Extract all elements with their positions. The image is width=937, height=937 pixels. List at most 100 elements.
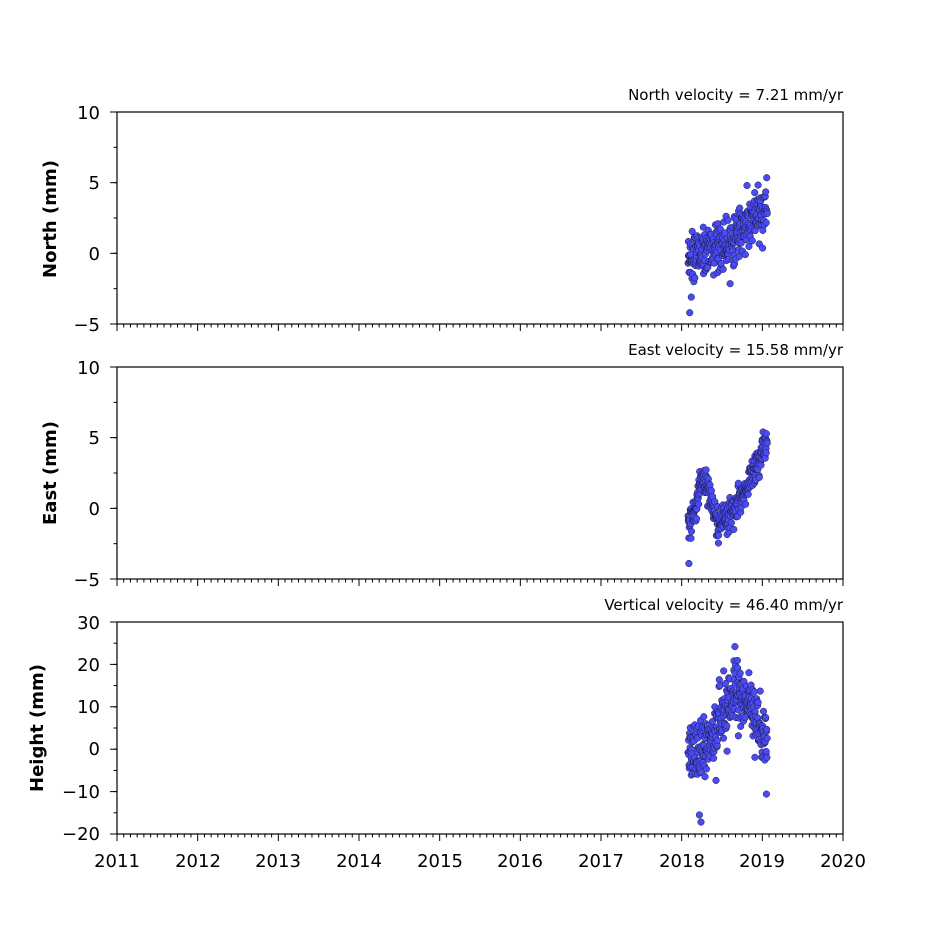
- xtick-label: 2017: [578, 851, 624, 872]
- data-point: [734, 732, 742, 740]
- data-point: [751, 753, 759, 761]
- east-y-axis-label: East (mm): [40, 421, 61, 525]
- data-point: [754, 698, 762, 706]
- height-data-points: [684, 643, 771, 826]
- data-point: [742, 500, 750, 508]
- data-point: [744, 490, 752, 498]
- data-point: [721, 680, 729, 688]
- data-point: [687, 293, 695, 301]
- xtick-label: 2014: [336, 851, 382, 872]
- data-point: [762, 790, 770, 798]
- data-point: [762, 747, 770, 756]
- data-point: [697, 768, 705, 776]
- height-ytick-label: −10: [62, 782, 100, 803]
- data-point: [701, 773, 709, 781]
- xtick-label: 2018: [659, 851, 705, 872]
- data-point: [763, 174, 771, 182]
- data-point: [763, 725, 771, 733]
- data-point: [713, 736, 721, 744]
- data-point: [706, 481, 714, 489]
- data-point: [702, 466, 710, 474]
- north-ytick-label: 0: [89, 244, 100, 265]
- height-panel: Vertical velocity = 46.40 mm/yr Height (…: [27, 596, 866, 872]
- data-point: [687, 527, 696, 535]
- xtick-label: 2011: [94, 851, 140, 872]
- data-point: [687, 534, 695, 542]
- data-point: [736, 669, 744, 677]
- height-ytick-label: 10: [77, 697, 100, 718]
- data-point: [691, 274, 699, 282]
- data-point: [697, 818, 705, 826]
- data-point: [755, 473, 763, 481]
- data-point: [720, 667, 728, 675]
- data-point: [751, 189, 759, 197]
- data-point: [719, 265, 727, 273]
- height-ytick-label: −20: [62, 824, 100, 845]
- xtick-label: 2016: [497, 851, 543, 872]
- data-point: [730, 525, 738, 533]
- data-point: [695, 500, 703, 508]
- data-point: [723, 747, 731, 755]
- data-point: [712, 776, 720, 784]
- north-plot-frame: [116, 111, 844, 325]
- data-point: [686, 309, 694, 317]
- height-axis-ticks: [110, 621, 844, 841]
- data-point: [702, 765, 710, 773]
- data-point: [763, 734, 771, 742]
- xtick-label: 2015: [417, 851, 463, 872]
- data-point: [762, 188, 770, 196]
- data-point: [710, 754, 718, 762]
- data-point: [741, 251, 749, 259]
- data-point: [731, 643, 739, 651]
- east-ytick-label: 5: [89, 428, 100, 449]
- xtick-label: 2013: [255, 851, 301, 872]
- east-ytick-label: 10: [77, 358, 100, 379]
- data-point: [715, 531, 723, 539]
- data-point: [759, 244, 767, 252]
- data-point: [762, 449, 770, 457]
- data-point: [748, 237, 756, 245]
- data-point: [695, 811, 703, 819]
- data-point: [763, 754, 771, 762]
- data-point: [733, 656, 741, 665]
- height-ytick-label: 20: [77, 655, 100, 676]
- data-point: [745, 669, 753, 677]
- height-y-axis-label: Height (mm): [27, 664, 48, 792]
- north-data-points: [684, 174, 771, 317]
- xtick-label: 2012: [175, 851, 221, 872]
- north-panel: North velocity = 7.21 mm/yr North (mm) 1…: [40, 86, 844, 336]
- data-point: [763, 439, 771, 447]
- data-point: [719, 734, 728, 742]
- xtick-label: 2019: [739, 851, 785, 872]
- north-y-axis-label: North (mm): [40, 160, 61, 278]
- data-point: [759, 707, 768, 715]
- data-point: [700, 713, 708, 721]
- data-point: [762, 219, 770, 227]
- vertical-velocity-title: Vertical velocity = 46.40 mm/yr: [604, 596, 844, 614]
- data-point: [763, 210, 771, 218]
- data-point: [714, 539, 722, 547]
- data-point: [741, 714, 749, 722]
- height-plot-frame: [116, 621, 844, 835]
- height-ytick-label: 0: [89, 739, 100, 760]
- xtick-label: 2020: [820, 851, 866, 872]
- height-ytick-label: 30: [77, 613, 100, 634]
- data-point: [737, 239, 745, 247]
- data-point: [707, 487, 715, 495]
- data-point: [762, 430, 770, 438]
- data-point: [688, 227, 696, 235]
- data-point: [754, 181, 762, 189]
- data-point: [743, 181, 751, 190]
- east-ytick-label: 0: [89, 499, 100, 520]
- data-point: [685, 559, 693, 568]
- data-point: [750, 688, 758, 696]
- east-plot-frame: [116, 366, 844, 580]
- data-point: [723, 722, 731, 730]
- data-point: [724, 216, 732, 224]
- north-ytick-label: −5: [73, 315, 100, 336]
- data-point: [726, 280, 734, 288]
- east-panel: East velocity = 15.58 mm/yr East (mm) 10…: [40, 341, 844, 591]
- data-point: [756, 687, 764, 695]
